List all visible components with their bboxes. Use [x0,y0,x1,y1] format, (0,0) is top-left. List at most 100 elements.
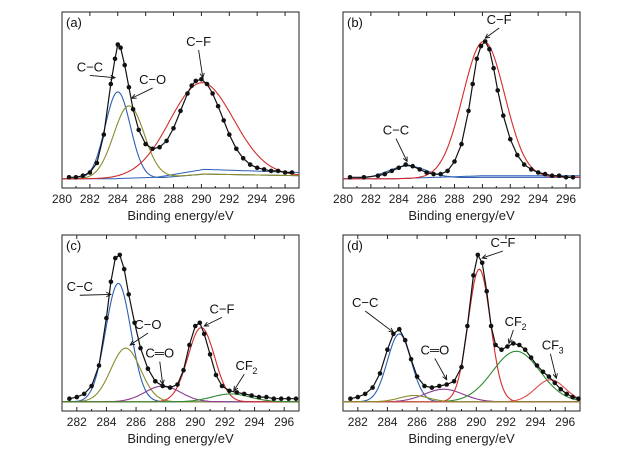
data-point [289,170,295,175]
data-point [563,175,569,180]
data-point [558,386,563,392]
data-point [528,355,534,360]
panel-d: 282 284 286 288 290 292 294 296 Binding energy/e… [342,234,581,446]
data-point [466,108,471,114]
data-point [241,391,247,397]
fit-curve-co [343,394,580,403]
peak-label: C═O [420,342,449,357]
data-point [452,159,457,164]
x-tick-label: 286 [407,415,427,429]
data-point [234,390,240,395]
data-point [247,162,253,167]
data-point [256,394,262,400]
data-point [424,170,429,175]
data-point [234,146,239,152]
x-tick-label: 292 [500,192,520,206]
data-point [187,342,192,348]
annotation-arrow [233,374,245,392]
panel-c: 282 284 286 288 290 292 294 296 Binding energy/e… [61,234,300,446]
fit-curve-cf [62,82,300,180]
peak-label: C−O [139,72,166,87]
arrowhead [507,338,513,345]
data-point [164,138,169,144]
plot-frame [61,11,300,189]
data-point [491,65,496,71]
fit-curve-co [343,388,580,403]
data-point [444,382,450,387]
envelope-line [350,40,573,178]
x-tick-label: 282 [348,415,368,429]
data-point [546,374,552,379]
data-point [104,315,109,321]
data-point [122,62,127,68]
x-axis-title: Binding energy/eV [408,431,515,446]
data-point [171,126,176,131]
data-point [138,345,143,351]
x-tick-label: 292 [496,415,516,429]
data-point [501,113,506,118]
annotation-arrow [549,353,557,379]
data-point [193,323,198,329]
data-point [153,379,158,384]
data-point [185,91,190,96]
x-axis-title: Binding energy/eV [127,431,234,446]
data-point [493,342,498,348]
data-point [479,260,485,266]
data-point [210,91,215,96]
data-point [429,385,435,390]
data-point [108,279,114,285]
x-tick-label: 296 [275,192,295,206]
data-point [160,383,165,389]
data-point [143,141,148,147]
x-tick-label: 286 [126,415,146,429]
data-point [459,141,464,147]
data-point [355,394,361,400]
data-point [570,394,575,400]
data-point [370,385,375,390]
peak-label: CF [236,358,253,373]
arrowhead [481,254,488,260]
data-point [438,171,443,177]
data-point [81,391,87,397]
data-point [459,364,464,370]
x-tick-label: 292 [215,415,235,429]
arrowhead [106,291,112,298]
peak-label: C−F [210,301,235,316]
data-point [278,396,284,402]
data-point [505,344,510,349]
peak-label: C−F [487,12,512,27]
annotation-arrow [79,293,111,296]
data-point [101,132,107,137]
x-tick-label: 294 [245,415,265,429]
x-tick-label: 296 [556,192,576,206]
data-point [221,118,226,123]
data-point [552,380,558,386]
data-point [508,137,513,142]
data-point [178,108,183,114]
peak-label: C−F [186,34,211,49]
data-point [417,167,423,172]
x-tick-label: 280 [52,192,72,206]
data-point [471,273,476,278]
arrowhead [442,374,448,381]
data-point [254,165,260,171]
panel-a: 280 282 284 286 288 290 292 294 296 Binding energ… [52,11,300,223]
data-point [136,127,141,133]
data-point [145,366,151,372]
x-tick-label: 294 [528,192,548,206]
arrowhead [484,33,491,39]
x-tick-label: 294 [526,415,546,429]
x-tick-label: 282 [80,192,100,206]
data-point [511,341,516,346]
data-point [227,132,232,137]
data-point [80,173,86,178]
data-point [549,173,555,178]
annotation-arrow [395,138,408,162]
annotation-arrow [131,87,153,99]
plot-frame [342,11,581,189]
data-point [403,162,409,167]
arrowhead [199,72,205,79]
data-point [96,363,102,368]
panel-label: (b) [347,15,363,30]
data-point [389,168,395,174]
